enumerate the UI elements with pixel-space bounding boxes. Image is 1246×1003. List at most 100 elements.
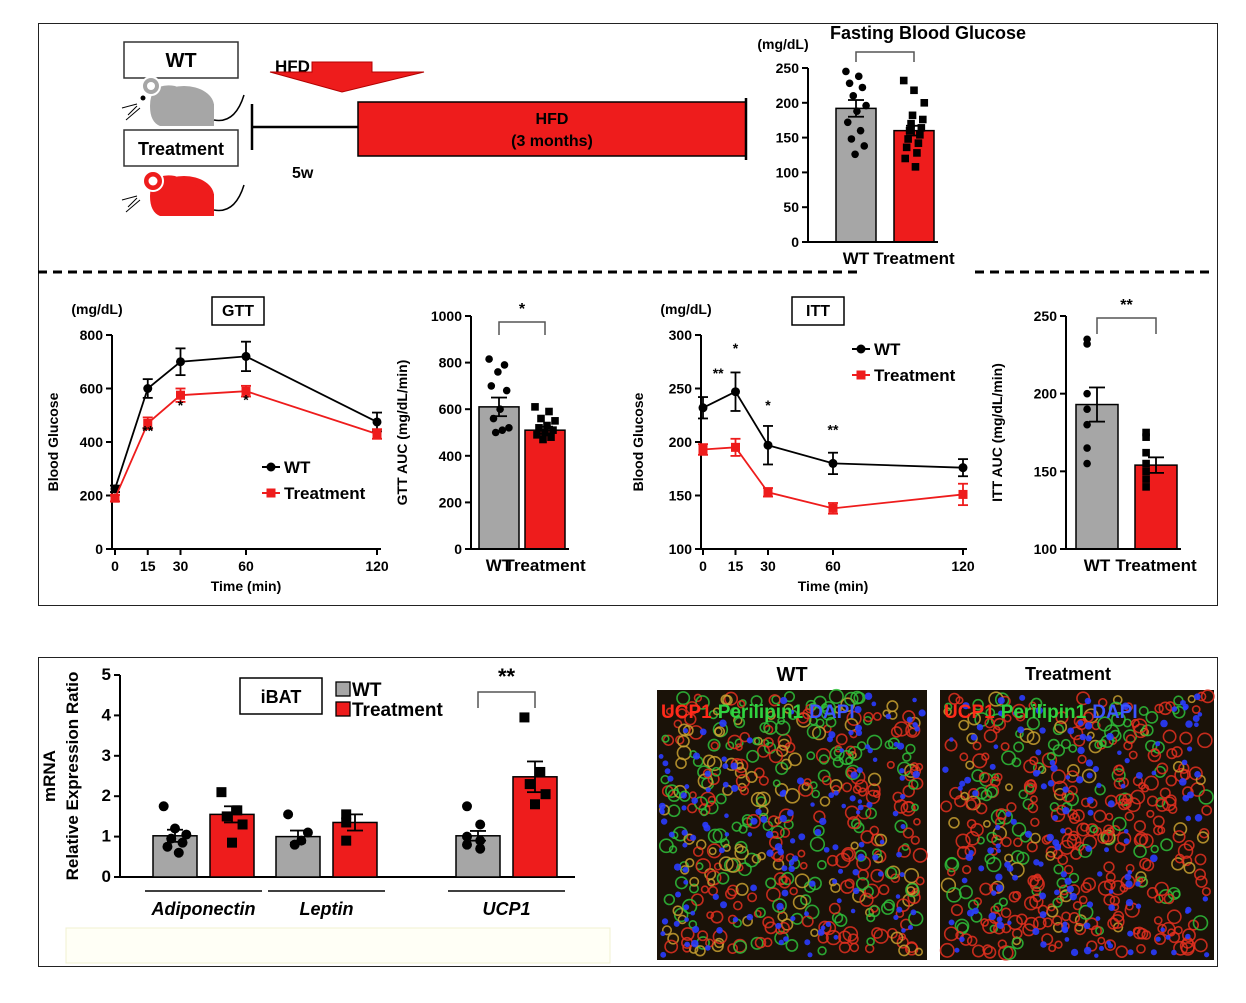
x-tick-label: 60 (238, 558, 254, 574)
nucleus-mark (804, 939, 811, 946)
adipocyte-mark (897, 844, 911, 858)
adipocyte-mark (1063, 864, 1074, 875)
nucleus-mark (804, 911, 809, 917)
nucleus-mark (1107, 943, 1114, 949)
adipocyte-mark (1154, 932, 1167, 945)
adipocyte-mark (665, 707, 674, 716)
adipocyte-mark (1121, 798, 1132, 809)
adipocyte-mark (966, 935, 978, 947)
nucleus-mark (896, 906, 903, 913)
nucleus-mark (1065, 775, 1071, 780)
adipocyte-mark (725, 857, 742, 873)
nucleus-mark (781, 789, 787, 795)
nucleus-mark (1046, 833, 1054, 842)
adipocyte-mark (1106, 827, 1115, 836)
adipocyte-mark (1183, 861, 1196, 874)
adipocyte-mark (763, 737, 774, 748)
nucleus-mark (746, 737, 753, 744)
nucleus-mark (996, 921, 1005, 929)
y-tick-label: 300 (669, 327, 693, 343)
adipocyte-mark (1042, 917, 1053, 928)
adipocyte-mark (1054, 940, 1063, 949)
nucleus-mark (832, 878, 838, 884)
legend-label: Treatment (352, 700, 443, 721)
adipocyte-mark (846, 710, 862, 726)
legend-marker (266, 462, 276, 472)
micro-treatment-stain-legend: UCP1 Perilipin1 DAPI (944, 702, 1138, 723)
nucleus-mark (949, 737, 954, 742)
adipocyte-mark (940, 800, 953, 813)
adipocyte-mark (1191, 705, 1201, 714)
nucleus-mark (879, 839, 885, 845)
data-point (232, 805, 243, 816)
nucleus-mark (972, 790, 979, 797)
hfd-duration-bar (357, 101, 747, 157)
adipocyte-mark (902, 710, 916, 724)
nucleus-mark (1039, 892, 1047, 900)
adipocyte-mark (1055, 711, 1069, 725)
adipocyte-mark (668, 845, 678, 854)
adipocyte-mark (1073, 715, 1086, 728)
data-point (505, 424, 513, 432)
nucleus-mark (864, 692, 873, 700)
adipocyte-mark (1103, 861, 1115, 873)
nucleus-mark (690, 910, 696, 916)
nucleus-mark (1012, 874, 1019, 881)
adipocyte-mark (1029, 755, 1039, 766)
chart-title-box (211, 296, 265, 326)
data-point (860, 142, 869, 150)
adipocyte-mark (1114, 842, 1126, 853)
significance-mark: * (178, 397, 184, 413)
treatment-mouse-icon (121, 170, 245, 216)
data-point (158, 801, 169, 812)
adipocyte-mark (1133, 820, 1146, 833)
adipocyte-mark (801, 782, 810, 791)
data-point (907, 119, 915, 128)
adipocyte-mark (735, 743, 743, 751)
adipocyte-mark (783, 691, 796, 703)
adipocyte-mark (1000, 742, 1010, 752)
nucleus-mark (1135, 881, 1141, 887)
x-category-label: Treatment (873, 249, 955, 268)
adipocyte-mark (712, 707, 721, 716)
data-point (851, 150, 859, 159)
adipocyte-mark (943, 926, 959, 942)
stain-dapi-label: DAPI (1092, 702, 1137, 723)
y-tick-label: 600 (80, 381, 104, 397)
nucleus-mark (724, 813, 729, 819)
nucleus-mark (856, 767, 863, 774)
data-point (176, 357, 185, 367)
hfd-arrow-icon (269, 61, 425, 93)
wt-label: WT (165, 50, 196, 72)
adipocyte-mark (854, 779, 869, 793)
nucleus-mark (1004, 861, 1011, 868)
adipocyte-mark (1045, 845, 1058, 858)
adipocyte-mark (1091, 721, 1101, 731)
nucleus-mark (760, 816, 768, 823)
stain-ucp1-label: UCP1 (944, 702, 995, 723)
adipocyte-mark (1068, 744, 1078, 753)
data-point (496, 405, 504, 414)
nucleus-mark (1135, 772, 1143, 779)
adipocyte-mark (1159, 787, 1171, 799)
data-point (902, 143, 911, 152)
adipocyte-mark (733, 715, 743, 726)
adipocyte-mark (1024, 916, 1039, 932)
y-tick-label: 400 (80, 434, 104, 450)
adipocyte-mark (1130, 789, 1146, 805)
nucleus-mark (1150, 854, 1158, 863)
data-point (491, 428, 500, 437)
adipocyte-mark (847, 746, 863, 761)
nucleus-mark (721, 756, 727, 762)
nucleus-mark (995, 843, 1001, 849)
nucleus-mark (683, 728, 689, 734)
adipocyte-mark (739, 731, 751, 743)
adipocyte-mark (835, 733, 848, 746)
adipocyte-mark (874, 833, 888, 847)
adipocyte-mark (763, 720, 778, 735)
adipocyte-mark (911, 803, 919, 812)
adipocyte-mark (1132, 718, 1148, 734)
nucleus-mark (703, 824, 711, 832)
adipocyte-mark (1078, 895, 1088, 905)
nucleus-mark (691, 939, 699, 948)
